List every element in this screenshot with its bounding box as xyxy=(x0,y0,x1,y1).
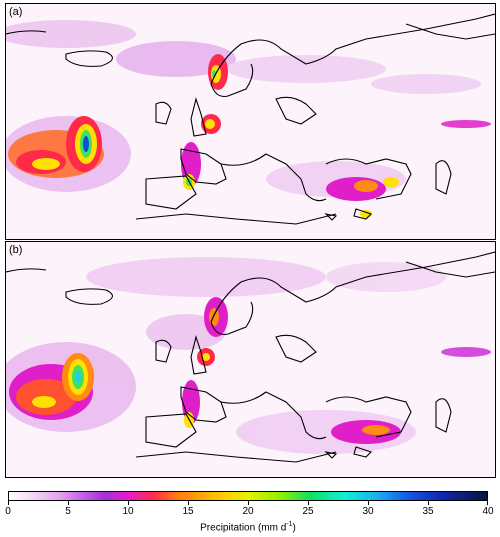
colorbar-tick-label: 15 xyxy=(182,506,194,517)
colorbar-tick-label: 0 xyxy=(5,506,11,517)
regional-storms-b xyxy=(182,297,491,444)
colorbar-tick-label: 10 xyxy=(122,506,134,517)
norway-storm-a xyxy=(181,54,399,218)
coastlines-a xyxy=(6,13,495,225)
colorbar-title-sup: -1 xyxy=(286,521,293,528)
panel-label-a: (a) xyxy=(9,6,23,18)
panel-label-b: (b) xyxy=(9,244,23,256)
colorbar-tick xyxy=(428,501,429,505)
colorbar-title-end: ) xyxy=(292,522,296,534)
colorbar-tick xyxy=(368,501,369,505)
map-panel-b: (b) xyxy=(5,241,496,478)
colorbar-tick xyxy=(8,501,9,505)
colorbar-tick xyxy=(308,501,309,505)
colorbar-tick-label: 5 xyxy=(65,506,71,517)
colorbar-tick-label: 35 xyxy=(422,506,434,517)
map-panel-a: (a) xyxy=(5,3,496,240)
precip-map-a xyxy=(6,13,495,225)
colorbar-tick xyxy=(68,501,69,505)
colorbar-tick xyxy=(128,501,129,505)
colorbar-gradient xyxy=(8,491,488,501)
colorbar-tick-label: 30 xyxy=(362,506,374,517)
colorbar-tick-label: 25 xyxy=(302,506,314,517)
colorbar-tick-label: 40 xyxy=(482,506,494,517)
colorbar-tick xyxy=(188,501,189,505)
colorbar-tick xyxy=(248,501,249,505)
colorbar-title-main: Precipitation (mm d xyxy=(200,522,287,534)
colorbar: 0 5 10 15 20 25 30 35 40 Precipitation (mm d-1) xyxy=(5,491,494,535)
precip-map-b xyxy=(6,251,495,463)
cyclone-storm-a xyxy=(8,116,104,178)
cyclone-storm-b xyxy=(9,353,94,420)
coastlines-b xyxy=(6,251,495,463)
colorbar-tick xyxy=(487,501,488,505)
colorbar-title: Precipitation (mm d-1) xyxy=(8,521,488,533)
colorbar-tick-label: 20 xyxy=(242,506,254,517)
